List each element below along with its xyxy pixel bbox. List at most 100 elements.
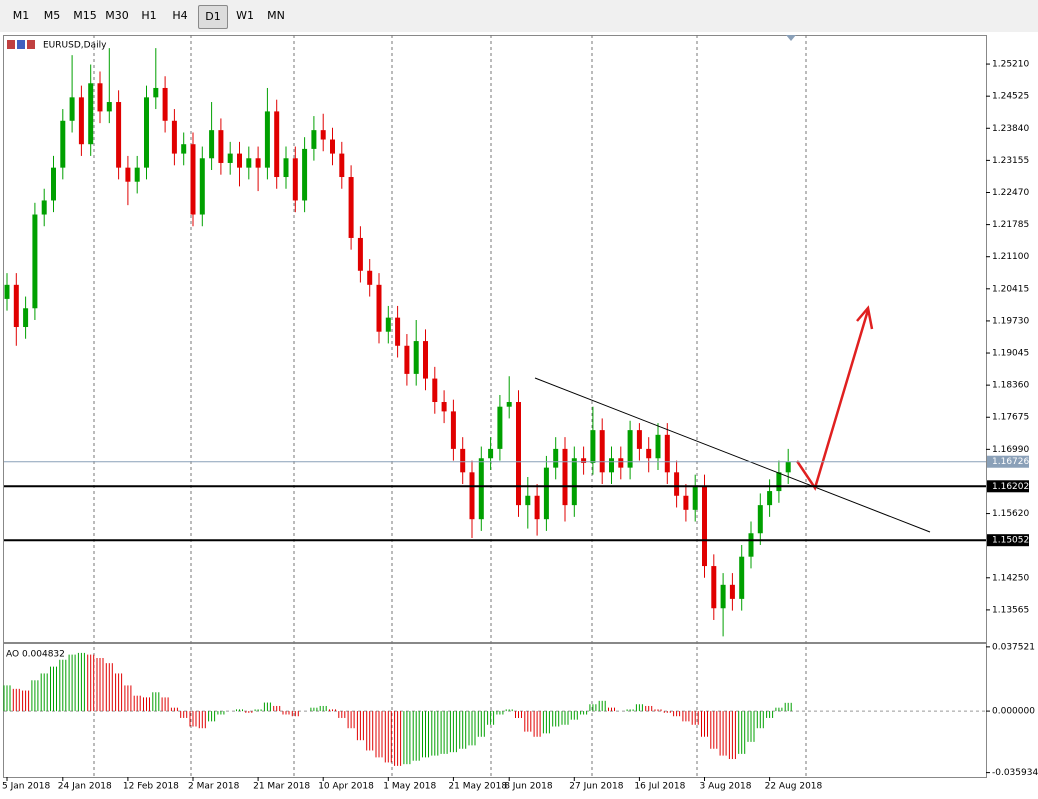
candle-body	[32, 214, 38, 309]
y-tick-label: 1.13565	[992, 605, 1029, 615]
x-tick-label: 21 May 2018	[448, 782, 507, 792]
chart: EURUSD,Daily AO 0.004832 1.25210 1.24525 1…	[0, 32, 1038, 799]
candle-body	[618, 458, 624, 468]
timeframe-button[interactable]: M1	[12, 9, 30, 22]
level-box	[987, 480, 1029, 493]
candle-body	[134, 167, 140, 182]
x-tick-label: 12 Feb 2018	[123, 782, 179, 792]
y-tick-label: 1.15620	[992, 509, 1029, 519]
level-label: 1.16202	[992, 482, 1029, 492]
candle-body	[739, 556, 745, 599]
candle-body	[506, 402, 512, 407]
timeframe-button[interactable]: H1	[141, 9, 157, 22]
ao-label: AO 0.004832	[6, 650, 65, 660]
candle-body	[125, 167, 131, 182]
candle-body	[218, 130, 224, 163]
candle-body	[534, 495, 540, 520]
timeframe-button[interactable]: M30	[105, 9, 129, 22]
candle-body	[339, 153, 345, 178]
candle-body	[785, 461, 791, 473]
ao-y-tick-label: 0.037521	[992, 642, 1035, 652]
candle-body	[227, 153, 233, 163]
candle-body	[748, 533, 754, 557]
current-price-box	[987, 455, 1029, 468]
candle-body	[162, 87, 168, 121]
y-tick-label: 1.21100	[992, 252, 1029, 262]
x-tick-label: 21 Mar 2018	[253, 782, 310, 792]
x-tick-label: 16 Jul 2018	[634, 782, 685, 792]
candle-body	[190, 144, 196, 215]
candle-body	[497, 406, 503, 449]
candle-body	[348, 177, 354, 238]
y-tick-label: 1.18360	[992, 381, 1029, 391]
candle-body	[664, 434, 670, 473]
candle-body	[441, 402, 447, 412]
candle-body	[729, 584, 735, 599]
candle-body	[367, 270, 373, 285]
price-pane	[3, 35, 987, 643]
candle-body	[376, 284, 382, 332]
candle-body	[69, 97, 75, 121]
candle-body	[41, 200, 47, 215]
candle-body	[720, 584, 726, 609]
timeframe-button[interactable]: D1	[198, 5, 228, 29]
candle-body	[330, 139, 335, 154]
candle-body	[320, 130, 326, 140]
candle-body	[423, 341, 428, 379]
candle-body	[283, 158, 289, 178]
y-tick-label: 1.14250	[992, 573, 1029, 583]
x-tick-label: 2 Mar 2018	[188, 782, 240, 792]
candle-body	[702, 486, 707, 567]
timeframe-toolbar: M1 M5 M15 M30 H1 H4 D1 W1 MN	[0, 0, 1038, 33]
level-box	[987, 534, 1029, 547]
timeframe-button[interactable]: M15	[73, 9, 97, 22]
y-tick-label: 1.19730	[992, 316, 1029, 326]
symbol-icon	[17, 40, 25, 49]
candle-body	[116, 102, 122, 168]
candle-body	[599, 430, 605, 473]
y-tick-label: 1.21785	[992, 220, 1029, 230]
candle-body	[590, 430, 596, 463]
candle-body	[404, 345, 410, 374]
candle-body	[357, 237, 363, 271]
candle-body	[4, 284, 10, 299]
current-price-label: 1.16726	[992, 457, 1029, 467]
candle-body	[78, 97, 84, 145]
chart-title: EURUSD,Daily	[43, 41, 107, 51]
candle-body	[609, 458, 614, 473]
y-tick-label: 1.17675	[992, 413, 1029, 423]
candle-body	[97, 83, 103, 112]
candle-body	[199, 158, 205, 215]
timeframe-button[interactable]: MN	[267, 9, 285, 22]
candle-body	[469, 472, 475, 520]
y-tick-label: 1.16990	[992, 445, 1029, 455]
x-tick-label: 8 Jun 2018	[504, 782, 553, 792]
y-tick-label: 1.23155	[992, 156, 1029, 166]
timeframe-button[interactable]: M5	[43, 9, 61, 22]
x-tick-label: 27 Jun 2018	[569, 782, 623, 792]
timeframe-button[interactable]: H4	[172, 9, 188, 22]
candle-body	[692, 486, 698, 510]
candle-body	[646, 448, 652, 459]
timeframe-button[interactable]: W1	[236, 9, 254, 22]
candle-body	[581, 458, 587, 463]
candle-body	[478, 458, 484, 520]
candle-body	[246, 158, 252, 168]
y-tick-label: 1.24525	[992, 92, 1029, 102]
candle-body	[209, 130, 215, 159]
candle-body	[711, 566, 717, 609]
candle-body	[106, 102, 112, 112]
candle-body	[171, 120, 177, 154]
arrow-head	[856, 305, 874, 330]
candle-body	[395, 317, 401, 346]
candle-body	[264, 111, 270, 168]
y-tick-label: 1.20415	[992, 284, 1029, 294]
y-tick-label: 1.22470	[992, 188, 1029, 198]
candle-body	[144, 97, 149, 168]
level-label: 1.15052	[992, 536, 1029, 546]
shift-marker	[786, 35, 796, 41]
candle-body	[636, 430, 642, 449]
candle-body	[757, 505, 763, 534]
candle-body	[488, 448, 494, 459]
candle-body	[460, 448, 466, 473]
